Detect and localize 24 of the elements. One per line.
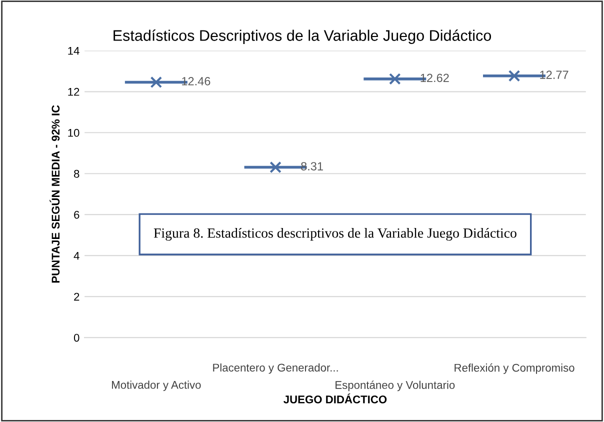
y-tick-label: 10 [68, 128, 80, 137]
data-label: 8.31 [301, 162, 323, 170]
y-tick-label: 6 [74, 210, 80, 219]
x-axis-title: JUEGO DIDÁCTICO [284, 393, 387, 404]
y-tick-label: 2 [74, 292, 80, 301]
data-label: 12.77 [540, 70, 568, 79]
annotation: Figura 8. Estadísticos descriptivos de la Variable Juego Didáctico [154, 228, 516, 241]
y-tick-label: 12 [68, 88, 80, 96]
data-label: 12.62 [420, 74, 449, 82]
point [508, 70, 520, 82]
point [150, 76, 162, 88]
y-tick-label: 4 [74, 252, 80, 260]
y-tick-label: 14 [68, 47, 80, 55]
x-tick-label: Reflexión y Compromiso [454, 363, 574, 374]
chart-title: Estadísticos Descriptivos de la Variable Juego Didáctico [114, 30, 492, 44]
y-axis-title: PUNTAJE SEGÚN MEDIA - 92% IC [50, 105, 60, 283]
data-label: 12.46 [182, 77, 210, 86]
y-tick-label: 8 [74, 170, 80, 178]
x-tick-label: Placentero y Generador... [213, 363, 338, 374]
x-tick-label: Motivador y Activo [112, 380, 201, 391]
y-tick-label: 0 [74, 334, 80, 342]
point [388, 73, 401, 85]
point [270, 161, 282, 174]
x-tick-label: Espontáneo y Voluntario [336, 380, 455, 392]
